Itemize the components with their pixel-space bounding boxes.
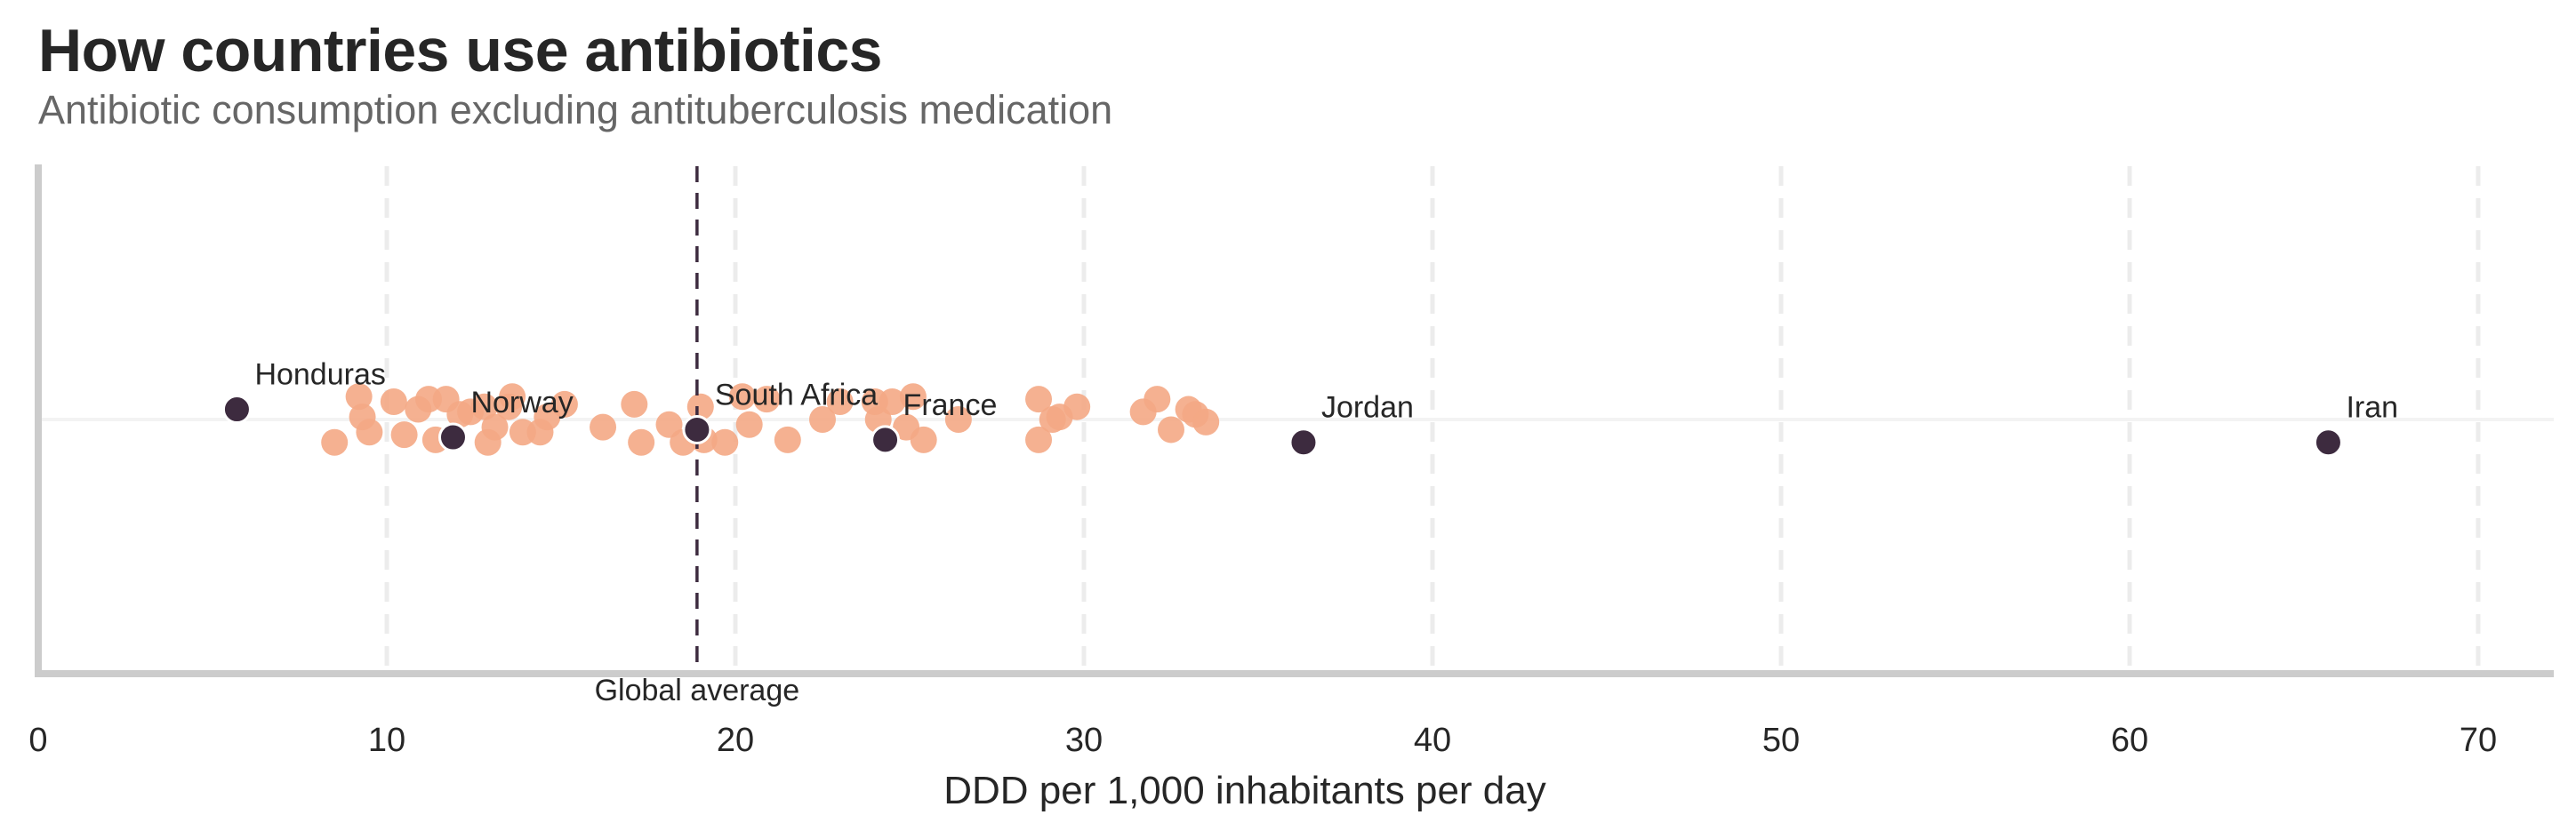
highlighted-countries: Honduras Norway South Africa France Jordan Ir… xyxy=(221,358,2398,458)
country-point xyxy=(686,393,714,420)
x-tick-label: 10 xyxy=(368,722,405,759)
x-axis-ticks: 0 10 20 30 40 50 60 70 xyxy=(28,722,2497,759)
country-point xyxy=(1025,386,1053,413)
x-tick-label: 20 xyxy=(717,722,754,759)
country-point xyxy=(1158,416,1184,443)
country-point xyxy=(590,413,617,441)
country-point xyxy=(774,426,801,453)
country-point xyxy=(499,383,526,411)
country-point xyxy=(550,390,578,418)
country-point xyxy=(1144,386,1171,413)
country-point xyxy=(1025,426,1053,453)
x-axis-label: DDD per 1,000 inhabitants per day xyxy=(943,769,1546,812)
country-point xyxy=(1192,408,1220,435)
country-point xyxy=(621,390,648,418)
x-tick-label: 0 xyxy=(28,722,47,759)
country-point xyxy=(899,383,927,411)
x-tick-label: 60 xyxy=(2111,722,2148,759)
other-countries xyxy=(321,383,1220,456)
country-label: Jordan xyxy=(1321,391,1414,425)
country-point xyxy=(735,411,763,438)
country-point xyxy=(879,388,906,415)
country-label: France xyxy=(903,388,998,422)
x-tick-label: 30 xyxy=(1065,722,1103,759)
gridlines xyxy=(384,166,2481,670)
country-point xyxy=(380,388,407,415)
highlighted-point xyxy=(221,395,252,425)
country-point xyxy=(470,393,498,420)
country-label: Norway xyxy=(470,386,573,420)
country-point xyxy=(345,383,373,411)
country-point xyxy=(711,428,739,456)
highlighted-point xyxy=(1288,427,1319,458)
country-point xyxy=(809,406,836,433)
country-point xyxy=(753,386,781,413)
x-axis-spine xyxy=(35,670,2554,677)
country-label: Honduras xyxy=(254,358,385,392)
x-tick-label: 50 xyxy=(1762,722,1800,759)
country-point xyxy=(826,388,854,415)
country-point xyxy=(944,406,972,433)
country-point xyxy=(390,421,418,449)
chart-subtitle: Antibiotic consumption excluding antitub… xyxy=(38,87,1113,132)
country-label: South Africa xyxy=(715,378,878,412)
y-axis-spine xyxy=(35,164,42,677)
chart-title: How countries use antibiotics xyxy=(38,17,883,84)
global-average-label: Global average xyxy=(595,674,800,707)
country-point xyxy=(1063,393,1091,420)
x-tick-label: 70 xyxy=(2460,722,2497,759)
highlighted-point xyxy=(682,414,712,444)
x-tick-label: 40 xyxy=(1414,722,1451,759)
country-point xyxy=(481,413,509,441)
country-point xyxy=(910,426,937,453)
highlighted-point xyxy=(871,425,901,455)
highlighted-point xyxy=(437,422,468,452)
country-label: Iran xyxy=(2346,391,2398,425)
country-point xyxy=(728,383,756,411)
country-point xyxy=(321,428,349,456)
country-point xyxy=(356,419,383,446)
country-point xyxy=(628,428,655,456)
highlighted-point xyxy=(2313,427,2343,458)
